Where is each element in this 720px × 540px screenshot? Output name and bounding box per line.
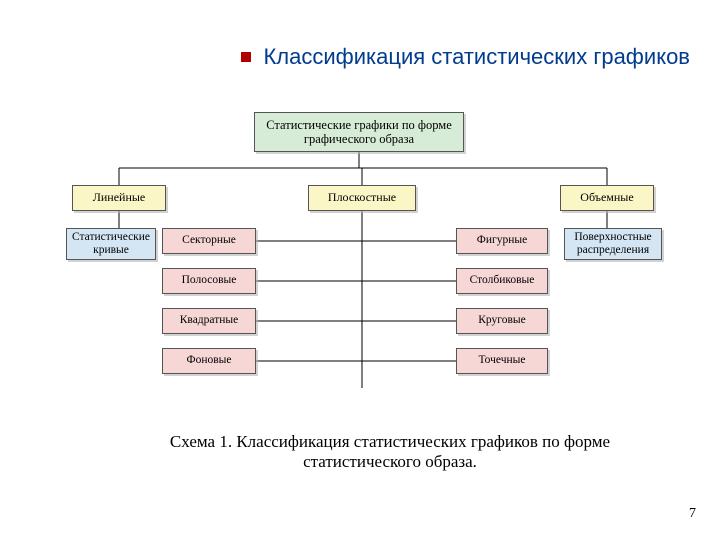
category-volume: Объемные <box>560 185 654 211</box>
figure-caption: Схема 1. Классификация статистических гр… <box>140 432 640 472</box>
planar-left-1: Полосовые <box>162 268 256 294</box>
planar-right-2: Круговые <box>456 308 548 334</box>
planar-left-3: Фоновые <box>162 348 256 374</box>
child-volume: Поверхностные распределения <box>564 228 662 260</box>
planar-left-0: Секторные <box>162 228 256 254</box>
planar-right-1: Столбиковые <box>456 268 548 294</box>
page-title: Классификация статистических графиков <box>241 44 690 70</box>
title-bullet-icon <box>241 52 251 62</box>
planar-left-2: Квадратные <box>162 308 256 334</box>
category-linear: Линейные <box>72 185 166 211</box>
page-number: 7 <box>689 506 696 522</box>
root-node: Статистические графики по форме графичес… <box>254 112 464 152</box>
child-linear: Статистические кривые <box>66 228 156 260</box>
category-planar: Плоскостные <box>308 185 416 211</box>
planar-right-0: Фигурные <box>456 228 548 254</box>
title-text: Классификация статистических графиков <box>263 44 690 69</box>
planar-right-3: Точечные <box>456 348 548 374</box>
